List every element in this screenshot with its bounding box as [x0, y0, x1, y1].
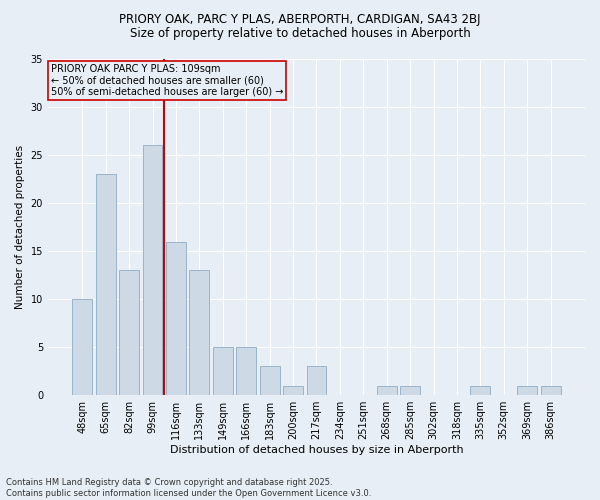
Bar: [400, 386, 420, 395]
Text: Contains HM Land Registry data © Crown copyright and database right 2025.
Contai: Contains HM Land Registry data © Crown c…: [6, 478, 371, 498]
Bar: [73, 299, 92, 395]
Y-axis label: Number of detached properties: Number of detached properties: [15, 145, 25, 309]
Bar: [377, 386, 397, 395]
Bar: [213, 347, 233, 395]
Bar: [260, 366, 280, 395]
Bar: [166, 242, 186, 395]
Bar: [143, 146, 163, 395]
X-axis label: Distribution of detached houses by size in Aberporth: Distribution of detached houses by size …: [170, 445, 463, 455]
Text: PRIORY OAK, PARC Y PLAS, ABERPORTH, CARDIGAN, SA43 2BJ: PRIORY OAK, PARC Y PLAS, ABERPORTH, CARD…: [119, 12, 481, 26]
Bar: [96, 174, 116, 395]
Text: Size of property relative to detached houses in Aberporth: Size of property relative to detached ho…: [130, 28, 470, 40]
Bar: [307, 366, 326, 395]
Bar: [119, 270, 139, 395]
Text: PRIORY OAK PARC Y PLAS: 109sqm
← 50% of detached houses are smaller (60)
50% of : PRIORY OAK PARC Y PLAS: 109sqm ← 50% of …: [50, 64, 283, 97]
Bar: [190, 270, 209, 395]
Bar: [236, 347, 256, 395]
Bar: [283, 386, 303, 395]
Bar: [541, 386, 560, 395]
Bar: [517, 386, 537, 395]
Bar: [470, 386, 490, 395]
